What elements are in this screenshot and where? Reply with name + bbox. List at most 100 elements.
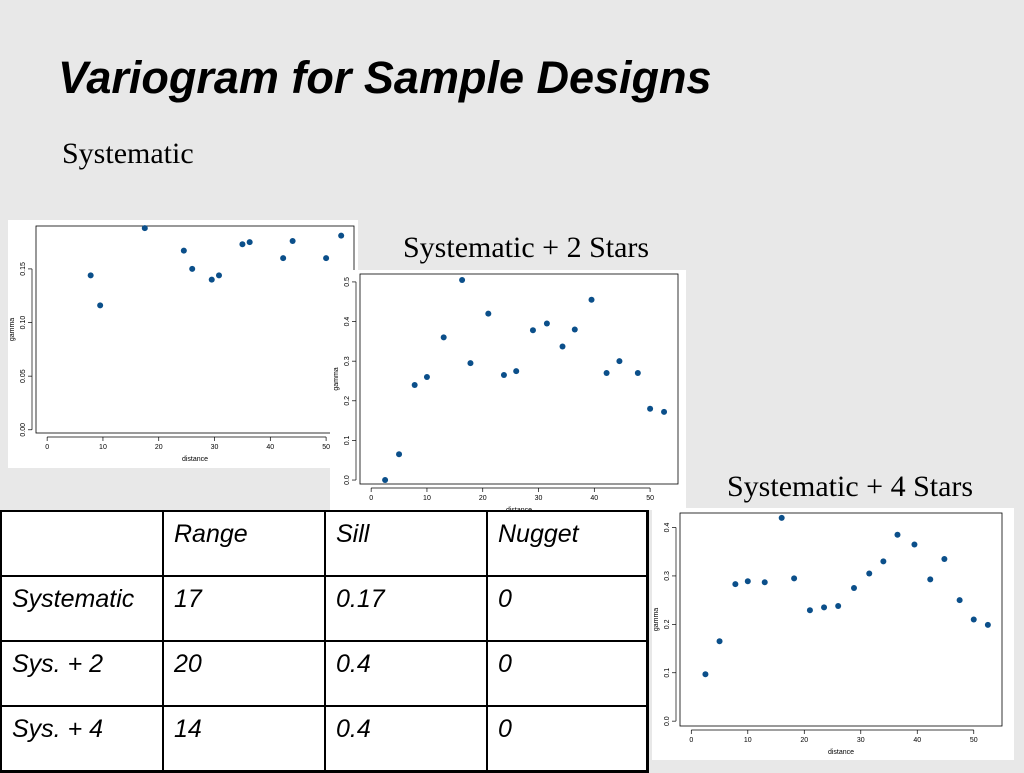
x-axis-label: distance [828,749,854,756]
variogram-svg-systematic-4-stars: 0 10 20 30 40 50 0.0 0.1 0.2 0.3 0.4 distance gamma [653,512,1003,756]
data-point [956,597,963,604]
x-tick-label: 40 [590,495,598,502]
data-point [702,671,709,678]
table-header-nugget: Nugget [486,510,649,577]
table-cell-design: Systematic [0,575,164,642]
variogram-plot-systematic: 0 10 20 30 40 50 0.00 0.05 0.10 0.15 distance gamma [8,220,358,468]
data-point [927,576,934,583]
variogram-svg-systematic: 0 10 20 30 40 50 0.00 0.05 0.10 0.15 distance gamma [9,225,355,463]
table-cell-design: Sys. + 2 [0,640,164,707]
y-tick-label: 0.0 [344,475,351,485]
data-point [382,477,389,484]
label-systematic: Systematic [62,137,194,170]
data-point [850,585,857,592]
y-axis-label: gamma [333,367,340,390]
x-tick-label: 30 [535,495,543,502]
table-cell-design: Sys. + 4 [0,705,164,773]
data-point [970,616,977,623]
y-axis-label: gamma [653,608,660,631]
data-point [215,272,222,279]
data-point [821,604,828,611]
y-tick-label: 0.2 [344,396,351,406]
data-point [280,255,287,262]
data-point [984,621,991,628]
y-tick-label: 0.3 [344,356,351,366]
table-cell-nugget: 0 [486,705,649,773]
data-point [616,358,623,365]
table-cell-sill: 0.4 [324,705,488,773]
slide-title: Variogram for Sample Designs [58,52,712,103]
table-row: Sys. + 2 20 0.4 0 [0,640,649,707]
table-cell-range: 20 [162,640,326,707]
variogram-svg-systematic-2-stars: 0 10 20 30 40 50 0.0 0.1 0.2 0.3 0.4 0.5 distance gam… [333,273,679,510]
data-point [513,368,520,375]
data-point [661,408,668,415]
data-point [778,514,785,521]
y-tick-label: 0.4 [344,317,351,327]
y-tick-label: 0.1 [664,668,671,678]
data-point [141,225,148,232]
data-point [189,265,196,272]
x-tick-label: 50 [322,444,330,451]
y-tick-label: 0.4 [664,523,671,533]
table-row: Sys. + 4 14 0.4 0 [0,705,649,773]
plot-frame [359,273,679,485]
y-tick-label: 0.1 [344,435,351,445]
table-header-range: Range [162,510,326,577]
table-cell-sill: 0.17 [324,575,488,642]
data-point [744,578,751,585]
x-axis-label: distance [182,456,208,463]
data-point [761,579,768,586]
data-point [716,638,723,645]
x-tick-label: 20 [479,495,487,502]
table-cell-nugget: 0 [486,640,649,707]
data-point [791,575,798,582]
table-header-sill: Sill [324,510,488,577]
data-point [911,541,918,548]
table-header-cell [0,510,164,577]
variogram-plot-systematic-2-stars: 0 10 20 30 40 50 0.0 0.1 0.2 0.3 0.4 0.5 distance gam… [330,270,686,510]
label-systematic-4-stars: Systematic + 4 Stars [727,470,974,503]
y-tick-label: 0.10 [20,316,27,330]
x-tick-label: 0 [689,737,693,744]
variogram-parameters-table: Range Sill Nugget Systematic 17 0.17 0 S… [0,510,649,773]
y-tick-label: 0.15 [20,262,27,276]
data-point [180,247,187,254]
data-point [485,310,492,317]
data-point [603,370,610,377]
label-systematic-2-stars: Systematic + 2 Stars [403,231,650,264]
data-point [559,343,566,350]
variogram-plot-systematic-4-stars: 0 10 20 30 40 50 0.0 0.1 0.2 0.3 0.4 distance gamma [652,508,1014,760]
data-point [835,602,842,609]
data-point [571,326,578,333]
data-point [411,381,418,388]
data-point [289,238,296,245]
x-tick-label: 10 [99,444,107,451]
data-point [459,276,466,283]
x-tick-label: 30 [211,444,219,451]
data-point [239,241,246,248]
data-point [396,451,403,458]
data-point [440,334,447,341]
data-point [87,272,94,279]
data-point [529,327,536,334]
x-tick-label: 0 [369,495,373,502]
x-tick-label: 30 [857,737,865,744]
y-tick-label: 0.3 [664,571,671,581]
table-cell-range: 14 [162,705,326,773]
data-point [97,302,104,309]
data-point [338,232,345,239]
data-point [323,255,330,262]
y-tick-label: 0.05 [20,369,27,383]
parameters-table-wrap: Range Sill Nugget Systematic 17 0.17 0 S… [0,510,649,773]
table-cell-nugget: 0 [486,575,649,642]
data-point [588,296,595,303]
table-cell-sill: 0.4 [324,640,488,707]
data-point [806,607,813,614]
x-axis-label: distance [506,507,532,510]
data-point [941,555,948,562]
x-tick-label: 50 [970,737,978,744]
x-tick-label: 40 [913,737,921,744]
data-point [732,581,739,588]
data-point [208,276,215,283]
